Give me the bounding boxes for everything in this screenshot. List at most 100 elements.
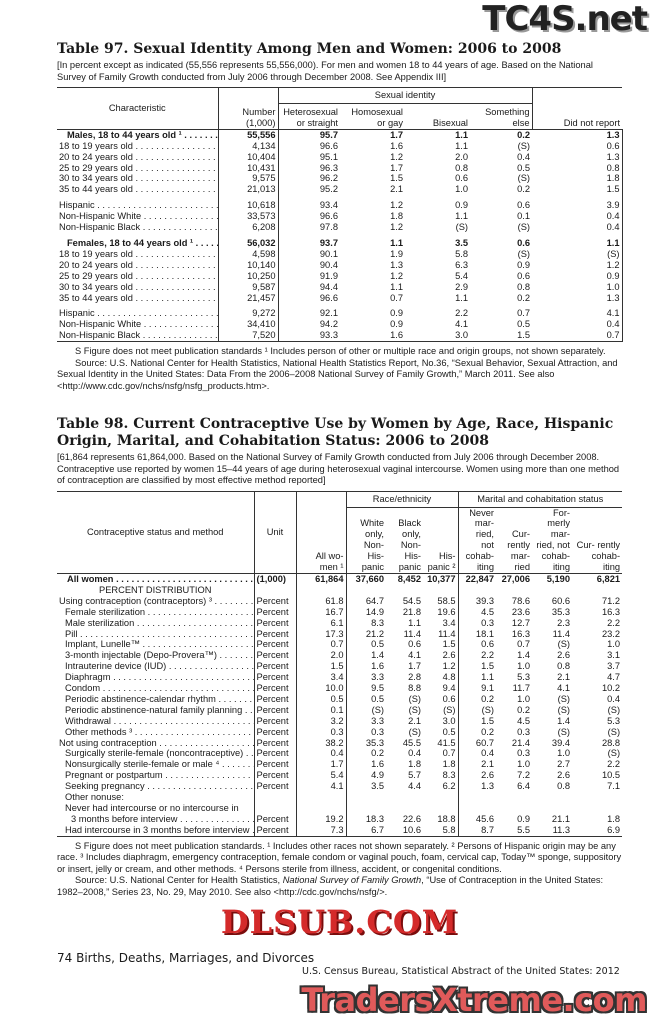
table-cell: 1.0 [517,759,531,770]
unit-cell: Percent [254,770,297,782]
table-cell: 2.0 [455,151,468,162]
row-label-text: 35 to 44 years old [59,293,217,303]
table-97-source: Source: U.S. National Center for Health … [57,357,618,391]
header-heterosexual: Heterosexual or straight [278,103,340,130]
table-cell: 4.1 [557,683,571,694]
row-label-text: Surgically sterile-female (noncontracept… [65,748,253,758]
table-cell: 3.4 [423,617,459,629]
row-label-text: All women [67,574,253,584]
table-cell: 35.3 [365,737,384,748]
table-cell: 90.4 [319,259,338,270]
header-currently-cohabiting: Cur- rently cohab- iting [572,507,623,574]
unit-cell: (1,000) [254,573,297,585]
row-label-text: 20 to 24 years old [59,152,217,162]
table-cell: 11.7 [512,683,531,694]
table-98-title: Table 98. Current Contraceptive Use by W… [57,416,614,450]
table-cell: 1.1 [455,129,468,140]
row-label-text: Withdrawal [65,716,253,726]
header-unit: Unit [254,491,297,574]
row-label-text: Nonsurgically sterile-female or male ⁴ [65,759,253,769]
table-cell [496,585,532,596]
unit-cell: Percent [254,639,297,651]
row-label-text: Seeking pregnancy [65,781,253,791]
table-cell: (S) [408,704,421,715]
table-cell: 1.4 [371,650,384,661]
table-cell: 39.3 [475,595,495,606]
table-row: 20 to 24 years old10,404 95.1 1.2 2.0 0.41.3 [57,151,623,163]
header-all-women: All wo- men ¹ [296,491,347,574]
table-cell: 1.7 [408,661,421,672]
row-label: All women [57,573,255,585]
table-row: Never had intercourse or no intercourse … [57,803,622,814]
table-cell: 3.1 [607,650,621,661]
table-cell: 1.1 [455,292,468,303]
table-cell: 21.2 [365,628,384,639]
table-row: 30 to 34 years old9,587 94.4 1.1 2.9 0.81.0 [57,281,623,293]
table-cell: 0.2 [481,693,495,704]
table-cell: 11.4 [403,628,421,639]
table-cell: 1.6 [390,330,403,341]
row-label: 35 to 44 years old [57,184,219,196]
table-cell: 2.2 [607,617,621,628]
table-cell: 2.6 [423,650,459,662]
table-cell: 1.8 [532,173,623,185]
table-cell: 1.7 [296,759,347,771]
table-cell: 0.2 [371,748,384,759]
table-row: Seeking pregnancyPercent4.1 3.5 4.46.2 1.3 6… [57,781,622,793]
table-cell: 28.8 [601,737,621,748]
table-cell: 2.1 [481,759,495,770]
table-cell: 0.6 [455,173,468,184]
row-label: Surgically sterile-female (noncontracept… [57,748,255,760]
row-label-text: Female sterilization [65,607,253,617]
row-label-text: Non-Hispanic Black [59,330,217,340]
table-cell: 94.4 [319,281,338,292]
table-cell: 3.3 [371,672,384,683]
row-label: Non-Hispanic White [57,211,219,223]
table-cell: 54.5 [402,595,421,606]
table-cell: 10.2 [601,683,621,694]
row-label-text: Hispanic [59,308,217,318]
table-cell: 0.3 [517,748,531,759]
table-97-footnote: S Figure does not meet publication stand… [75,346,606,357]
table-cell: 16.7 [296,606,347,618]
table-cell: 95.1 [319,151,338,162]
table-row: Periodic abstinence-calendar rhythmPerce… [57,693,622,705]
row-label: Not using contraception [57,737,255,749]
table-row: Females, 18 to 44 years old ¹56,032 93.7 1… [57,232,623,249]
table-cell: 2.1 [557,672,571,683]
table-row: 3-month injectable (Depo-Provera™)Percen… [57,650,622,662]
row-label: 25 to 29 years old [57,270,219,282]
header-white: White only, Non- His- panic [346,507,386,574]
table-cell: 1.3 [532,129,623,141]
table-cell [346,792,386,803]
table-cell: (S) [517,248,531,259]
table-cell: 18.3 [365,813,384,824]
table-cell: 1.5 [481,715,495,726]
table-cell: (S) [557,639,571,650]
row-label-text: 25 to 29 years old [59,271,217,281]
table-cell: 1.1 [481,672,495,683]
table-cell: 5.3 [607,715,621,726]
table-cell: 93.4 [319,200,338,211]
table-cell: 19.2 [296,813,347,825]
table-cell: 4.1 [296,781,347,793]
table-cell: 1.1 [455,140,468,151]
table-cell: 1.5 [481,661,495,672]
row-label-text: Pill [65,629,253,639]
table-row: 18 to 19 years old4,598 90.1 1.9 5.8 (S)(S) [57,248,623,260]
table-cell: 0.6 [408,639,421,650]
row-label: Periodic abstinence-calendar rhythm [57,693,255,705]
row-label-text: Diaphragm [65,672,253,682]
table-cell [423,584,459,596]
table-cell: 1.8 [390,211,403,222]
row-label: Non-Hispanic Black [57,330,219,342]
unit-cell: Percent [254,693,297,705]
row-label-text: Implant, Lunelle™ [65,639,253,649]
table-cell: 1.3 [481,781,495,792]
table-cell: 4.8 [423,672,459,684]
table-cell: 61.8 [296,595,347,607]
table-cell: 0.8 [517,281,531,292]
table-cell: 1.2 [390,222,403,233]
table-cell: 0.5 [517,319,531,330]
row-label-text: Male sterilization [65,618,253,628]
